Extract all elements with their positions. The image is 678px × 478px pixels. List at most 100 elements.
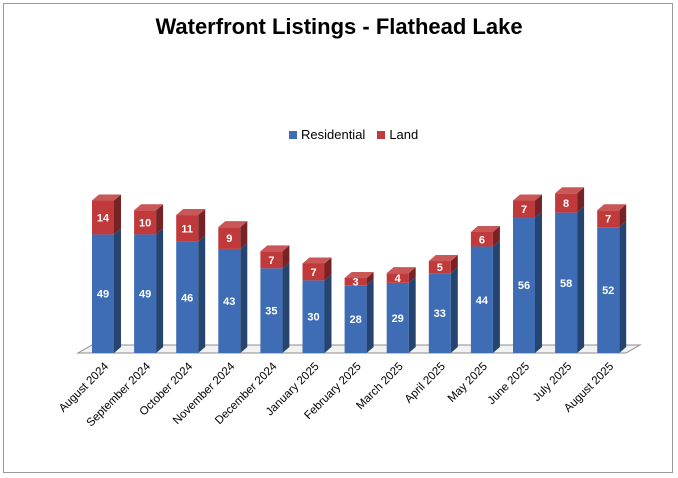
bar-residential	[218, 248, 241, 353]
bar-side-residential	[282, 262, 290, 353]
bar-side-residential	[324, 274, 332, 353]
bar-land	[302, 263, 325, 281]
data-label-residential: 56	[518, 280, 530, 292]
data-label-residential: 58	[560, 278, 572, 290]
bar-top-land	[218, 221, 248, 228]
bar-side-land	[324, 257, 332, 281]
bar-side-residential	[535, 211, 542, 353]
bar-side-residential	[366, 279, 374, 353]
bar-top-land	[386, 267, 416, 274]
legend-label-land: Land	[389, 127, 419, 142]
bar-side-residential	[156, 228, 164, 353]
data-label-residential: 33	[434, 308, 446, 320]
data-label-residential: 52	[602, 285, 614, 297]
bar-top-land	[134, 204, 164, 211]
data-label-land: 10	[139, 217, 151, 229]
bar-side-residential	[450, 267, 458, 353]
data-label-residential: 43	[223, 296, 235, 308]
bar-residential	[302, 280, 325, 353]
bar-residential	[597, 227, 620, 353]
data-label-land: 5	[437, 262, 443, 274]
bar-side-residential	[619, 221, 627, 353]
bar-land	[134, 210, 157, 235]
bar-land	[344, 277, 367, 286]
data-label-residential: 35	[265, 306, 277, 318]
bar-land	[92, 200, 114, 235]
legend-swatch-land	[377, 130, 386, 139]
data-label-land: 7	[605, 214, 611, 226]
bar-top-land	[470, 226, 500, 232]
bar-top-land	[555, 187, 585, 194]
bar-side-land	[114, 194, 121, 235]
bar-residential	[344, 285, 367, 353]
bar-land	[428, 261, 451, 274]
bar-side-residential	[577, 206, 585, 353]
bar-side-land	[198, 209, 206, 242]
bar-residential	[260, 268, 283, 353]
bar-side-residential	[492, 240, 500, 353]
legend-item-land: Land	[377, 127, 418, 142]
bar-side-land	[282, 245, 290, 269]
bar-top-land	[428, 255, 458, 262]
bar-land	[470, 232, 493, 247]
bar-side-land	[492, 226, 500, 247]
data-label-land: 11	[181, 223, 193, 235]
bar-side-residential	[114, 228, 121, 353]
bar-side-residential	[408, 276, 416, 353]
bar-residential	[428, 273, 451, 353]
data-label-residential: 30	[307, 312, 319, 324]
data-label-residential: 49	[139, 289, 151, 301]
bar-residential	[92, 234, 114, 353]
x-tick-label: June 2025	[486, 361, 532, 407]
bar-top-land	[513, 194, 542, 201]
bar-side-land	[577, 187, 585, 213]
bar-top-land	[302, 257, 332, 264]
bar-side-land	[450, 255, 458, 274]
chart-legend: Residential Land	[289, 127, 430, 142]
data-label-land: 6	[479, 234, 485, 246]
bar-side-land	[156, 204, 164, 235]
bar-top-land	[597, 204, 627, 211]
data-label-residential: 28	[349, 314, 361, 326]
bar-land	[218, 227, 241, 249]
bar-side-land	[366, 271, 374, 286]
bar-land	[513, 200, 535, 218]
legend-item-residential: Residential	[289, 127, 365, 142]
bar-land	[260, 251, 283, 269]
data-label-land: 8	[563, 198, 569, 210]
bar-residential	[513, 217, 535, 353]
bar-land	[386, 273, 409, 283]
data-label-land: 7	[521, 204, 527, 216]
bar-top-land	[344, 271, 374, 278]
bar-land	[555, 193, 578, 213]
bar-top-land	[92, 194, 121, 201]
data-label-residential: 49	[97, 289, 109, 301]
bar-side-land	[240, 221, 248, 249]
chart-title: Waterfront Listings - Flathead Lake	[155, 14, 523, 39]
x-tick-label: July 2025	[531, 361, 574, 404]
bar-land	[176, 215, 199, 242]
bar-top-land	[260, 245, 290, 252]
data-label-land: 9	[226, 233, 232, 245]
bar-side-land	[408, 267, 416, 283]
bar-residential	[176, 241, 199, 353]
bar-land	[597, 210, 620, 228]
x-tick-label: May 2025	[446, 361, 490, 405]
data-label-residential: 29	[392, 313, 404, 325]
bar-residential	[386, 282, 409, 353]
bar-side-land	[619, 204, 627, 228]
data-label-residential: 46	[181, 292, 193, 304]
x-tick-label: April 2025	[403, 361, 448, 406]
data-label-land: 7	[310, 267, 316, 279]
bar-top-land	[176, 209, 206, 216]
bar-residential	[470, 246, 493, 353]
legend-swatch-residential	[289, 130, 297, 139]
legend-label-residential: Residential	[301, 127, 366, 142]
data-label-land: 3	[353, 277, 359, 289]
bar-side-residential	[240, 242, 248, 353]
bar-side-residential	[198, 235, 206, 353]
data-label-residential: 44	[476, 295, 489, 307]
data-label-land: 4	[395, 273, 402, 285]
data-label-land: 14	[97, 212, 110, 224]
